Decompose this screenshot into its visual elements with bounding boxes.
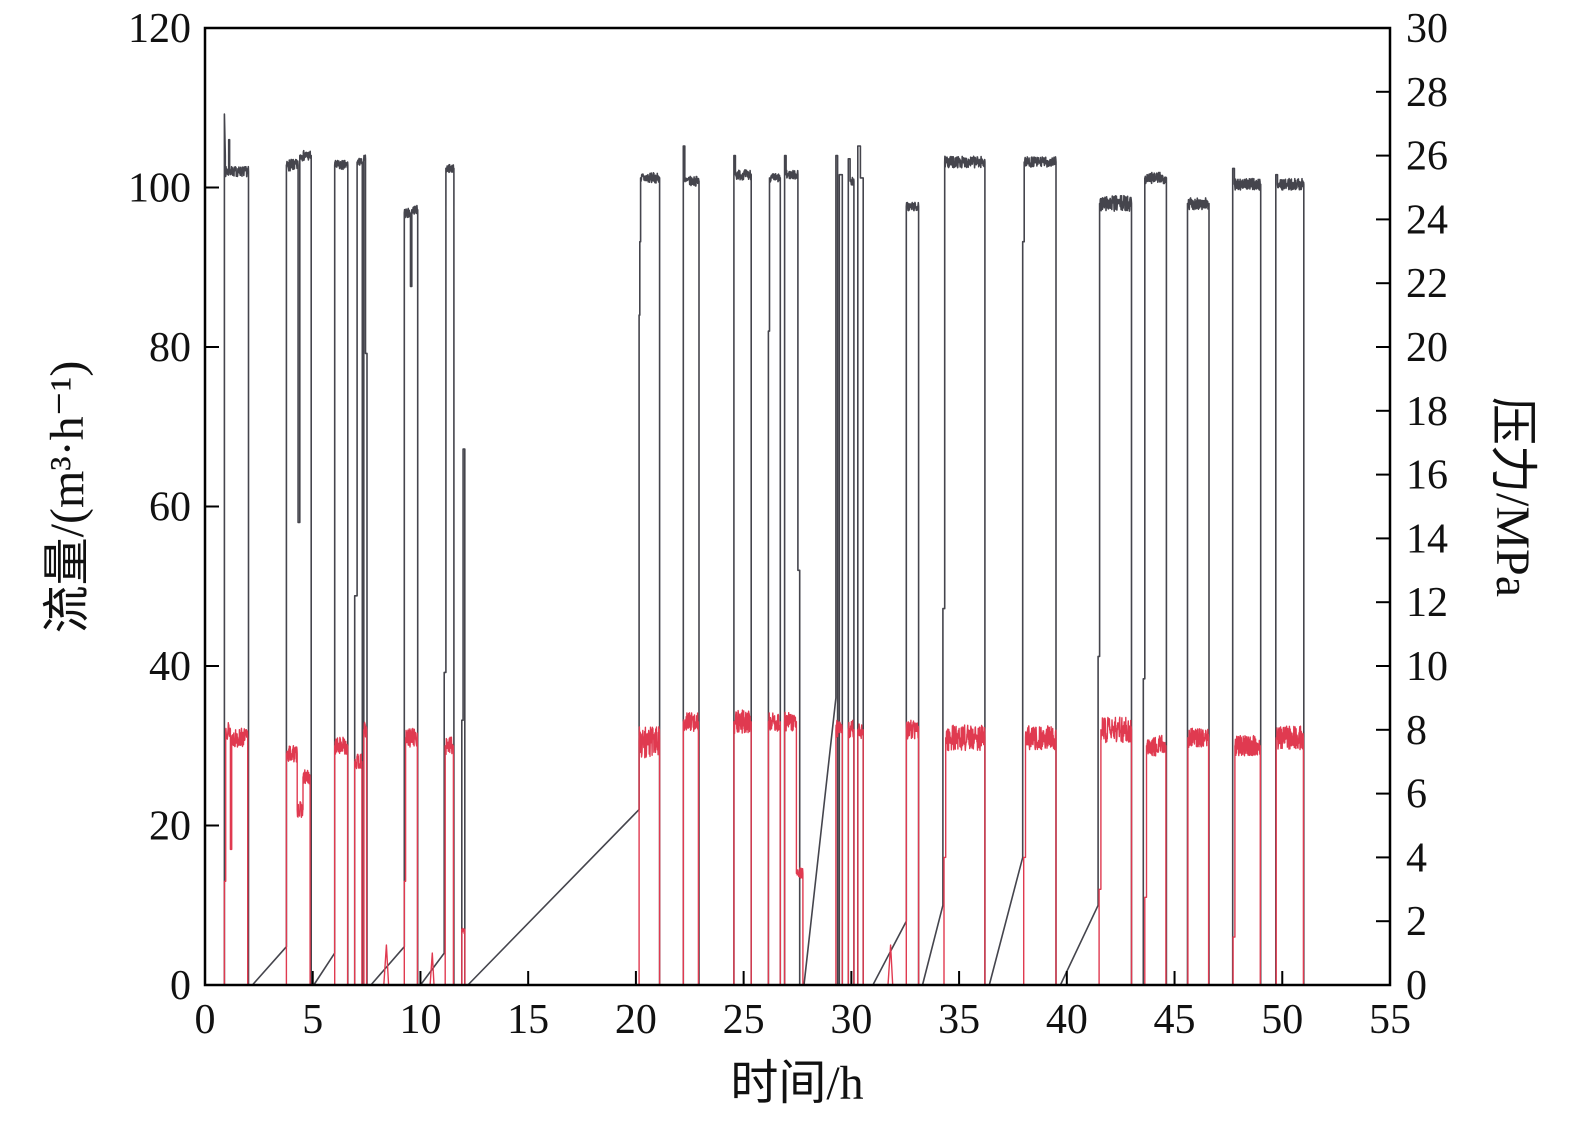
svg-text:30: 30	[1406, 6, 1448, 52]
svg-text:35: 35	[938, 997, 980, 1043]
svg-text:55: 55	[1369, 997, 1411, 1043]
svg-text:20: 20	[149, 804, 191, 850]
svg-text:100: 100	[128, 166, 191, 212]
svg-text:2: 2	[1406, 899, 1427, 945]
svg-text:0: 0	[1406, 963, 1427, 1009]
svg-text:5: 5	[302, 997, 323, 1043]
svg-text:8: 8	[1406, 708, 1427, 754]
svg-text:12: 12	[1406, 580, 1448, 626]
svg-text:14: 14	[1406, 516, 1448, 562]
svg-text:24: 24	[1406, 197, 1448, 243]
svg-text:50: 50	[1261, 997, 1303, 1043]
svg-text:20: 20	[1406, 325, 1448, 371]
svg-text:18: 18	[1406, 389, 1448, 435]
svg-text:20: 20	[615, 997, 657, 1043]
svg-text:16: 16	[1406, 453, 1448, 499]
svg-text:28: 28	[1406, 70, 1448, 116]
svg-text:60: 60	[149, 485, 191, 531]
svg-text:30: 30	[830, 997, 872, 1043]
svg-text:4: 4	[1406, 835, 1427, 881]
x-axis-title: 时间/h	[730, 1057, 864, 1110]
svg-text:10: 10	[1406, 644, 1448, 690]
svg-text:40: 40	[149, 644, 191, 690]
svg-text:15: 15	[507, 997, 549, 1043]
svg-text:10: 10	[399, 997, 441, 1043]
y-axis-left-title: 流量/(m³·h⁻¹)	[41, 360, 94, 634]
svg-text:120: 120	[128, 6, 191, 52]
svg-text:80: 80	[149, 325, 191, 371]
svg-text:0: 0	[195, 997, 216, 1043]
svg-text:40: 40	[1046, 997, 1088, 1043]
svg-text:26: 26	[1406, 134, 1448, 180]
svg-text:45: 45	[1154, 997, 1196, 1043]
svg-text:6: 6	[1406, 772, 1427, 818]
svg-text:25: 25	[723, 997, 765, 1043]
svg-text:0: 0	[170, 963, 191, 1009]
svg-text:22: 22	[1406, 261, 1448, 307]
y-axis-right-title: 压力/MPa	[1486, 396, 1539, 598]
